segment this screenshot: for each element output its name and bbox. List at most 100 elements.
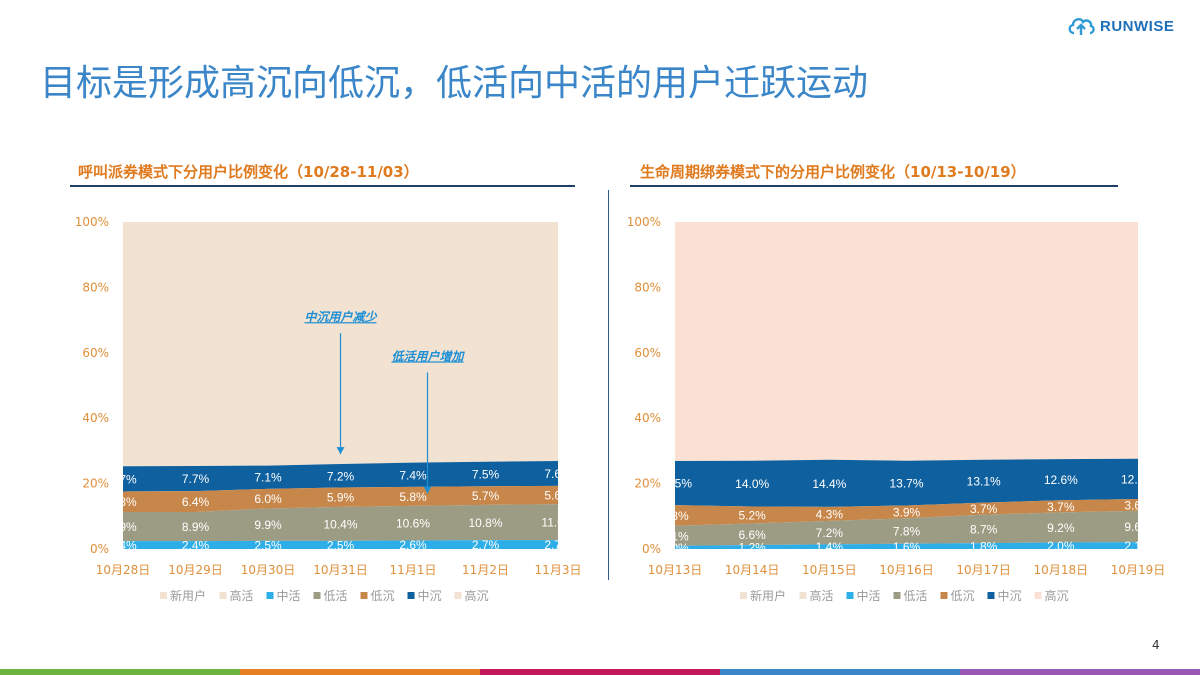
legend-label: 高活 (810, 588, 834, 603)
bottom-bar-segment (480, 669, 720, 675)
bottom-bar-segment (960, 669, 1200, 675)
annotation-text: 中沉用户减少 (304, 310, 377, 324)
data-label: 2.7% (472, 538, 500, 552)
data-label: 13.1% (967, 475, 1001, 489)
data-label: 7.2% (816, 526, 844, 540)
data-label: 6.6% (738, 528, 766, 542)
y-tick-label: 100% (627, 215, 661, 229)
data-label: 1.4% (816, 540, 844, 554)
y-tick-label: 60% (82, 346, 109, 360)
y-tick-label: 80% (634, 280, 661, 294)
legend-swatch (360, 592, 368, 599)
data-label: 7.2% (327, 469, 355, 483)
x-tick-label: 10月28日 (96, 563, 151, 577)
legend-label: 中活 (277, 588, 301, 603)
data-label: 13.5% (658, 477, 692, 491)
data-label: 2.5% (254, 538, 282, 552)
x-tick-label: 11月3日 (535, 563, 582, 577)
area-高沉 (675, 222, 1138, 462)
y-tick-label: 20% (634, 477, 661, 491)
area-中沉 (675, 458, 1138, 507)
x-tick-label: 10月29日 (168, 563, 223, 577)
data-label: 9.6% (1124, 520, 1152, 534)
x-tick-label: 10月18日 (1034, 563, 1089, 577)
x-tick-label: 11月2日 (462, 563, 509, 577)
x-tick-label: 10月17日 (956, 563, 1011, 577)
legend-label: 低沉 (371, 589, 395, 603)
legend-label: 低沉 (951, 589, 975, 603)
legend-label: 高沉 (465, 588, 489, 603)
data-label: 1.6% (893, 540, 921, 554)
data-label: 6.0% (254, 492, 282, 506)
annotation-arrowhead (336, 447, 345, 455)
legend-swatch (893, 592, 901, 599)
data-label: 6.4% (182, 495, 210, 509)
legend-swatch (1034, 592, 1042, 599)
data-label: 12.3% (1121, 472, 1155, 486)
legend-swatch (799, 592, 807, 599)
legend-label: 低活 (904, 589, 928, 603)
y-tick-label: 40% (82, 411, 109, 425)
legend-swatch (740, 592, 747, 599)
legend-swatch (266, 592, 274, 599)
x-tick-label: 10月14日 (725, 563, 780, 577)
data-label: 6.3% (661, 509, 689, 523)
data-label: 5.7% (472, 489, 500, 503)
data-label: 2.7% (544, 538, 572, 552)
cloud-upload-icon (1068, 17, 1095, 35)
legend-swatch (313, 592, 321, 599)
data-label: 7.5% (472, 467, 500, 481)
data-label: 10.6% (396, 517, 430, 531)
data-label: 2.1% (1124, 539, 1152, 553)
legend-label: 中沉 (998, 588, 1022, 603)
data-label: 5.2% (738, 508, 766, 522)
data-label: 1.8% (970, 540, 998, 554)
chart-divider (608, 190, 609, 580)
data-label: 7.7% (182, 472, 210, 486)
x-tick-label: 10月13日 (648, 563, 703, 577)
data-label: 5.9% (327, 491, 355, 505)
data-label: 1.2% (738, 541, 766, 555)
data-label: 11.0% (541, 516, 574, 530)
data-label: 2.6% (399, 538, 427, 552)
data-label: 7.6% (544, 467, 572, 481)
legend-label: 中活 (857, 588, 881, 603)
data-label: 7.4% (399, 468, 427, 482)
page-number: 4 (1152, 638, 1160, 652)
y-tick-label: 0% (642, 542, 661, 556)
legend-label: 低活 (324, 589, 348, 603)
data-label: 8.7% (970, 522, 998, 536)
data-label: 6.1% (661, 529, 689, 543)
right-title-rule (630, 185, 1118, 187)
legend-label: 中沉 (418, 588, 442, 603)
area-中活 (123, 540, 558, 549)
y-tick-label: 40% (634, 411, 661, 425)
area-低沉 (123, 485, 558, 513)
data-label: 9.9% (254, 518, 282, 532)
x-tick-label: 11月1日 (390, 563, 437, 577)
data-label: 10.8% (468, 516, 502, 530)
data-label: 8.9% (109, 520, 137, 534)
legend-swatch (160, 592, 167, 599)
legend-swatch (407, 592, 415, 599)
x-tick-label: 10月30日 (241, 563, 296, 577)
brand-name: RUNWISE (1100, 17, 1175, 35)
y-tick-label: 60% (634, 346, 661, 360)
data-label: 14.0% (735, 477, 769, 491)
y-tick-label: 80% (82, 280, 109, 294)
data-label: 2.5% (327, 538, 355, 552)
brand-logo: RUNWISE (1066, 12, 1186, 40)
data-label: 3.7% (970, 502, 998, 516)
left-title-rule (70, 185, 575, 187)
legend-label: 高活 (230, 588, 254, 603)
data-label: 3.9% (893, 505, 921, 519)
data-label: 1.0% (661, 541, 689, 555)
right-chart-title: 生命周期绑券模式下的分用户比例变化（10/13-10/19） (640, 163, 1026, 181)
annotation-arrowhead (423, 486, 432, 494)
data-label: 14.4% (812, 477, 846, 491)
chart-left: 0% 20% 40% 60% 80% 100% 10月28日 10月29日 10月30日 10月3… (75, 215, 582, 603)
legend-swatch (940, 592, 948, 599)
area-低沉 (675, 498, 1138, 526)
left-chart-title: 呼叫派券模式下分用户比例变化（10/28-11/03） (78, 163, 419, 181)
